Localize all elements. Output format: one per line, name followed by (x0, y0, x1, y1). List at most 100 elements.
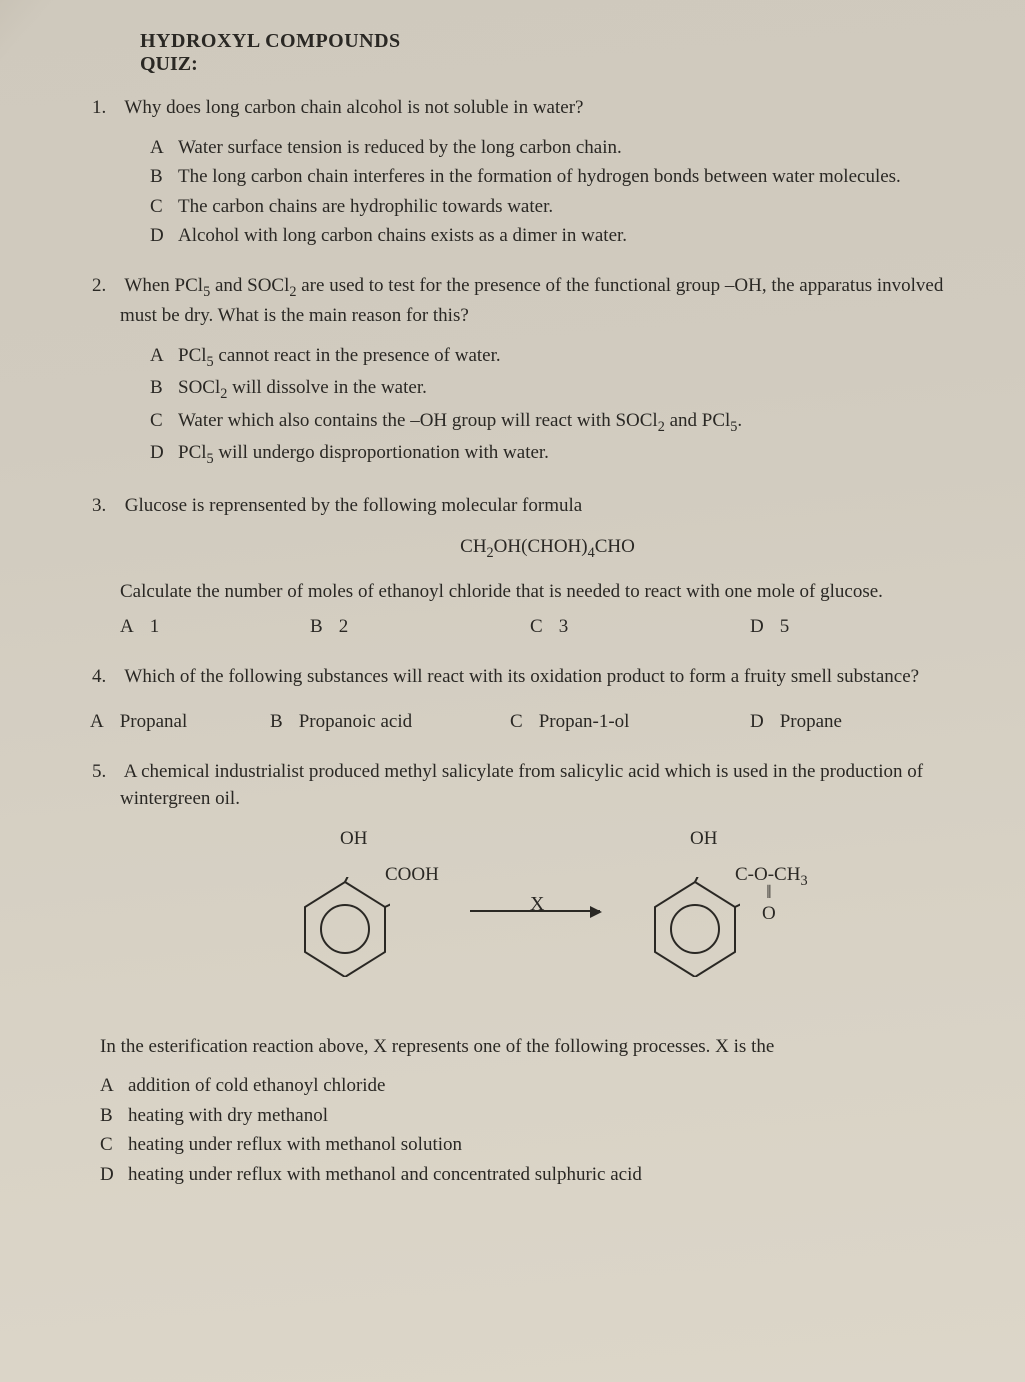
q5-choice-d: Dheating under reflux with methanol and … (100, 1161, 975, 1189)
hydroxyl-label: OH (690, 825, 717, 853)
t: will dissolve in the water. (227, 377, 426, 398)
choice-label: C (510, 708, 523, 736)
q1-choices: AWater surface tension is reduced by the… (150, 134, 975, 250)
page-subtitle: QUIZ: (140, 53, 975, 76)
sub: 3 (800, 873, 807, 889)
question-3: 3. Glucose is reprensented by the follow… (120, 492, 975, 641)
q5-choice-b: Bheating with dry methanol (100, 1102, 975, 1130)
q2-number: 2. (92, 272, 120, 300)
t: CHO (595, 536, 635, 557)
q2-choices: APCl5 cannot react in the presence of wa… (150, 342, 975, 470)
q3-text: Glucose is reprensented by the following… (125, 495, 582, 516)
question-1: 1. Why does long carbon chain alcohol is… (120, 94, 975, 250)
q4-choices: A Propanal BPropanoic acid C Propan-1-ol D… (90, 708, 975, 736)
t: PCl (178, 345, 207, 366)
q2-text: When PCl5 and SOCl2 are used to test for… (120, 275, 943, 326)
t: Water which also contains the –OH group … (178, 410, 658, 431)
t: When PCl (124, 275, 203, 296)
t: will undergo disproportionation with wat… (214, 442, 549, 463)
choice-label: D (150, 222, 178, 250)
sub: 2 (289, 284, 296, 300)
q3-formula: CH2OH(CHOH)4CHO (120, 533, 975, 563)
q4-choice-a: A Propanal (90, 708, 270, 736)
q2-choice-d: DPCl5 will undergo disproportionation wi… (150, 439, 975, 469)
choice-label: C (150, 407, 178, 437)
benzene-ring-icon (300, 877, 390, 986)
choice-label: C (530, 613, 543, 641)
q5-conclusion: In the esterification reaction above, X … (100, 1033, 975, 1061)
choice-text: Propanoic acid (299, 708, 412, 736)
q1-choice-a: AWater surface tension is reduced by the… (150, 134, 975, 162)
choice-text: 5 (780, 613, 790, 641)
hydroxyl-label: OH (340, 825, 367, 853)
choice-text: heating under reflux with methanol solut… (128, 1131, 975, 1159)
choice-label: A (100, 1072, 128, 1100)
choice-label: A (90, 708, 104, 736)
choice-text: heating with dry methanol (128, 1102, 975, 1130)
q3-number: 3. (92, 492, 120, 520)
choice-label: C (150, 193, 178, 221)
sub: 5 (207, 354, 214, 370)
choice-text: PCl5 will undergo disproportionation wit… (178, 439, 975, 469)
choice-label: A (120, 613, 134, 641)
t: cannot react in the presence of water. (214, 345, 501, 366)
q5-choices: Aaddition of cold ethanoyl chloride Bhea… (100, 1072, 975, 1188)
reaction-arrow: X (470, 910, 610, 912)
choice-label: C (100, 1131, 128, 1159)
q3-calc: Calculate the number of moles of ethanoy… (120, 578, 975, 606)
carboxyl-label: COOH (385, 861, 439, 889)
q4-number: 4. (92, 663, 120, 691)
q1-choice-c: CThe carbon chains are hydrophilic towar… (150, 193, 975, 221)
page-title: HYDROXYL COMPOUNDS (140, 30, 975, 53)
q5-text: A chemical industrialist produced methyl… (120, 761, 923, 810)
t: PCl (178, 442, 207, 463)
choice-text: Water which also contains the –OH group … (178, 407, 975, 437)
header: HYDROXYL COMPOUNDS QUIZ: (140, 30, 975, 76)
choice-text: SOCl2 will dissolve in the water. (178, 374, 975, 404)
choice-text: Propanal (120, 708, 188, 736)
choice-label: B (100, 1102, 128, 1130)
sub: 4 (588, 545, 595, 561)
q3-choice-c: C3 (530, 613, 750, 641)
choice-label: D (750, 708, 764, 736)
q2-choice-a: APCl5 cannot react in the presence of wa… (150, 342, 975, 372)
q4-choice-b: BPropanoic acid (270, 708, 510, 736)
choice-label: D (150, 439, 178, 469)
question-4: 4. Which of the following substances wil… (120, 663, 975, 736)
t: and PCl (665, 410, 730, 431)
t: . (737, 410, 742, 431)
dbl-symbol: ‖ (762, 885, 776, 900)
page-curl (0, 0, 63, 74)
choice-text: Alcohol with long carbon chains exists a… (178, 222, 975, 250)
choice-label: B (150, 374, 178, 404)
q3-choice-b: B2 (310, 613, 530, 641)
arrow-line-icon (470, 910, 600, 912)
choice-text: 2 (339, 613, 349, 641)
q3-choice-a: A1 (120, 613, 310, 641)
choice-label: B (310, 613, 323, 641)
reaction-diagram: OH COOH X OH C-O-CH3 (100, 825, 975, 1015)
benzene-ring-icon (650, 877, 740, 986)
choice-label: D (750, 613, 764, 641)
t: OH(CHOH) (494, 536, 588, 557)
t: CH (460, 536, 486, 557)
q5-number: 5. (92, 758, 120, 786)
choice-text: Propan-1-ol (539, 708, 630, 736)
choice-text: 1 (150, 613, 160, 641)
choice-label: D (100, 1161, 128, 1189)
choice-text: heating under reflux with methanol and c… (128, 1161, 975, 1189)
choice-text: Propane (780, 708, 842, 736)
q4-text: Which of the following substances will r… (124, 666, 919, 687)
q3-choice-d: D5 (750, 613, 920, 641)
arrow-head-icon (590, 906, 602, 918)
q1-choice-b: BThe long carbon chain interferes in the… (150, 163, 975, 191)
quiz-page: HYDROXYL COMPOUNDS QUIZ: 1. Why does lon… (0, 0, 1025, 1382)
choice-text: 3 (559, 613, 569, 641)
sub: 2 (658, 418, 665, 434)
arrow-label: X (530, 890, 544, 919)
choice-text: The long carbon chain interferes in the … (178, 163, 975, 191)
t: SOCl (178, 377, 220, 398)
q3-choices: A1 B2 C3 D5 (120, 613, 975, 641)
q1-text: Why does long carbon chain alcohol is no… (124, 97, 583, 118)
choice-text: Water surface tension is reduced by the … (178, 134, 975, 162)
